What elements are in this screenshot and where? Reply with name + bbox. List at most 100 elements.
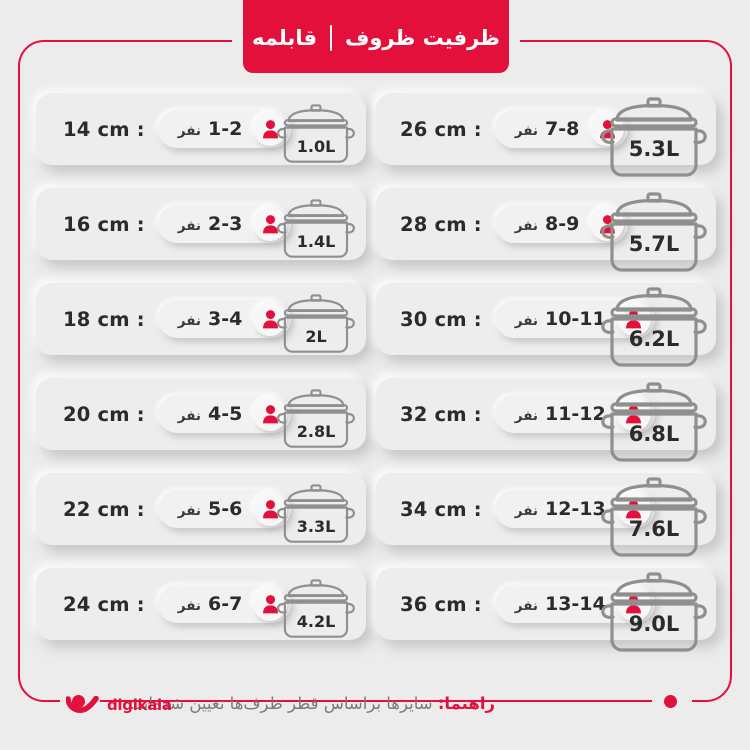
pot-icon	[601, 382, 707, 462]
capacity-row[interactable]: 30 cm : 10-11 نفر 6.2L	[376, 283, 716, 367]
people-label: 13-14 نفر	[515, 593, 606, 615]
capacity-value: 7.6L	[628, 517, 680, 541]
capacity-row[interactable]: 26 cm : 7-8 نفر 5.3L	[376, 93, 716, 177]
pot-illustration: 9.0L	[600, 568, 708, 654]
people-pill[interactable]: 8-9 نفر	[494, 205, 629, 243]
people-label: 6-7 نفر	[178, 593, 243, 615]
people-count: 11-12	[544, 403, 606, 425]
capacity-row[interactable]: 24 cm : 6-7 نفر 4.2L	[36, 568, 366, 640]
capacity-value: 5.7L	[628, 232, 680, 256]
frame-dot-left	[72, 695, 85, 708]
header-title-right: ظرفیت ظروف	[344, 25, 500, 50]
frame-dot-right	[664, 695, 677, 708]
pot-illustration: 2L	[276, 291, 356, 355]
person-icon	[262, 309, 278, 328]
people-unit: نفر	[177, 123, 201, 139]
capacity-value: 2L	[305, 327, 327, 346]
capacity-value: 2.8L	[296, 422, 336, 441]
pot-illustration: 6.2L	[600, 283, 708, 369]
capacity-row[interactable]: 18 cm : 3-4 نفر 2L	[36, 283, 366, 355]
person-icon	[262, 214, 278, 233]
header-banner: ظرفیت ظروف قابلمه	[243, 0, 509, 73]
pot-icon	[277, 199, 355, 258]
people-unit: نفر	[177, 313, 201, 329]
people-pill[interactable]: 5-6 نفر	[157, 490, 292, 528]
footer: راهنما: سایزها براساس قطر ظرف‌ها تعیین ش…	[0, 690, 750, 730]
person-icon	[262, 119, 278, 138]
pot-icon	[277, 579, 355, 638]
header-separator	[329, 24, 332, 51]
pot-illustration: 2.8L	[276, 386, 356, 450]
capacity-row[interactable]: 16 cm : 2-3 نفر 1.4L	[36, 188, 366, 260]
people-count: 12-13	[544, 498, 606, 520]
people-label: 5-6 نفر	[178, 498, 243, 520]
people-pill[interactable]: 2-3 نفر	[157, 205, 292, 243]
capacity-value: 5.3L	[628, 137, 680, 161]
diameter-label: 22 cm :	[63, 497, 145, 521]
digikala-smile-icon	[66, 696, 99, 713]
people-pill[interactable]: 4-5 نفر	[157, 395, 292, 433]
capacity-row[interactable]: 28 cm : 8-9 نفر 5.7L	[376, 188, 716, 272]
pot-illustration: 7.6L	[600, 473, 708, 559]
people-label: 3-4 نفر	[178, 308, 243, 330]
people-count: 5-6	[207, 498, 243, 520]
pot-icon	[277, 484, 355, 543]
pot-illustration: 1.0L	[276, 101, 356, 165]
capacity-value: 1.4L	[296, 232, 336, 251]
footer-note-label: راهنما:	[437, 694, 495, 713]
people-label: 8-9 نفر	[515, 213, 580, 235]
capacity-grid: 14 cm : 1-2 نفر 1.0L 16 cm : 2-3 نفر 1.4L 18 cm …	[36, 93, 716, 663]
footer-note: راهنما: سایزها براساس قطر ظرف‌ها تعیین ش…	[130, 694, 495, 713]
people-label: 2-3 نفر	[178, 213, 243, 235]
people-label: 7-8 نفر	[515, 118, 580, 140]
person-icon	[262, 404, 278, 423]
people-count: 2-3	[207, 213, 243, 235]
people-count: 7-8	[544, 118, 580, 140]
capacity-row[interactable]: 36 cm : 13-14 نفر 9.0L	[376, 568, 716, 652]
capacity-value: 6.8L	[628, 422, 680, 446]
pot-icon	[601, 287, 707, 367]
capacity-value: 4.2L	[296, 612, 336, 631]
pot-icon	[601, 192, 707, 272]
diameter-label: 28 cm :	[400, 212, 482, 236]
pot-icon	[601, 572, 707, 652]
capacity-row[interactable]: 14 cm : 1-2 نفر 1.0L	[36, 93, 366, 165]
capacity-value: 9.0L	[628, 612, 680, 636]
diameter-label: 32 cm :	[400, 402, 482, 426]
people-label: 12-13 نفر	[515, 498, 606, 520]
people-pill[interactable]: 1-2 نفر	[157, 110, 292, 148]
people-unit: نفر	[514, 408, 538, 424]
people-unit: نفر	[177, 598, 201, 614]
capacity-row[interactable]: 20 cm : 4-5 نفر 2.8L	[36, 378, 366, 450]
pot-icon	[601, 477, 707, 557]
people-unit: نفر	[514, 503, 538, 519]
people-unit: نفر	[514, 123, 538, 139]
people-pill[interactable]: 6-7 نفر	[157, 585, 292, 623]
pot-icon	[277, 389, 355, 448]
pot-icon	[601, 97, 707, 177]
pot-illustration: 1.4L	[276, 196, 356, 260]
brand-logo: digikala	[66, 696, 172, 714]
capacity-row[interactable]: 32 cm : 11-12 نفر 6.8L	[376, 378, 716, 462]
pot-illustration: 4.2L	[276, 576, 356, 640]
people-unit: نفر	[514, 598, 538, 614]
people-unit: نفر	[177, 408, 201, 424]
people-pill[interactable]: 3-4 نفر	[157, 300, 292, 338]
people-count: 10-11	[544, 308, 606, 330]
pot-illustration: 3.3L	[276, 481, 356, 545]
people-unit: نفر	[177, 503, 201, 519]
people-count: 6-7	[207, 593, 243, 615]
capacity-row[interactable]: 34 cm : 12-13 نفر 7.6L	[376, 473, 716, 557]
pot-illustration: 6.8L	[600, 378, 708, 464]
people-label: 1-2 نفر	[178, 118, 243, 140]
people-count: 1-2	[207, 118, 243, 140]
people-count: 13-14	[544, 593, 606, 615]
header-title-left: قابلمه	[252, 25, 317, 50]
people-unit: نفر	[514, 313, 538, 329]
diameter-label: 14 cm :	[63, 117, 145, 141]
capacity-row[interactable]: 22 cm : 5-6 نفر 3.3L	[36, 473, 366, 545]
people-unit: نفر	[514, 218, 538, 234]
diameter-label: 24 cm :	[63, 592, 145, 616]
footer-note-text: سایزها براساس قطر ظرف‌ها تعیین شده‌اند.	[129, 694, 433, 713]
